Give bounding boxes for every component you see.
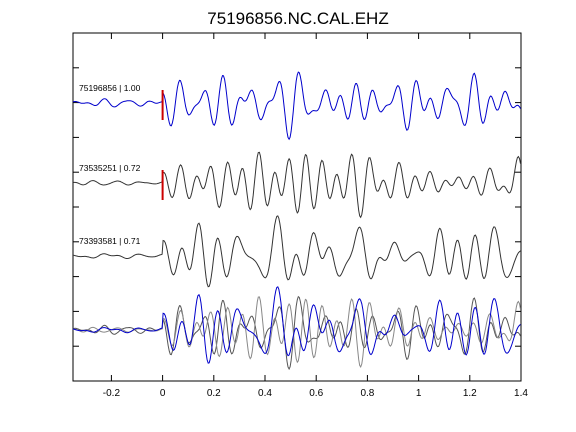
- x-tick-label: 1.4: [514, 388, 528, 399]
- overlay-trace-line: [72, 296, 521, 368]
- x-axis-ticks: -0.2 0 0.2 0.4 0.6 0.8 1 1.2 1.4: [103, 33, 528, 399]
- y-axis-ticks: [73, 67, 521, 347]
- x-tick-label: 0.4: [258, 388, 272, 399]
- x-tick-label: -0.2: [103, 388, 121, 399]
- trace-line: [72, 151, 521, 219]
- waveform-traces: [72, 71, 521, 371]
- trace-labels: 75196856 | 1.00 73535251 | 0.72 73393581 |…: [79, 83, 141, 246]
- trace-label: 73535251 | 0.72: [79, 163, 141, 173]
- overlay-trace-line: [72, 295, 521, 371]
- x-tick-label: 0.8: [360, 388, 374, 399]
- overlay-trace-line: [72, 286, 521, 364]
- x-tick-label: 0.2: [207, 388, 221, 399]
- trace-label: 75196856 | 1.00: [79, 83, 141, 93]
- trace-line: [72, 71, 521, 141]
- chart-title: 75196856.NC.CAL.EHZ: [207, 9, 388, 28]
- x-tick-label: 0.6: [309, 388, 323, 399]
- x-tick-label: 0: [160, 388, 166, 399]
- x-tick-label: 1.2: [463, 388, 477, 399]
- x-tick-label: 1: [416, 388, 422, 399]
- trace-line: [72, 215, 521, 288]
- trace-label: 73393581 | 0.71: [79, 236, 141, 246]
